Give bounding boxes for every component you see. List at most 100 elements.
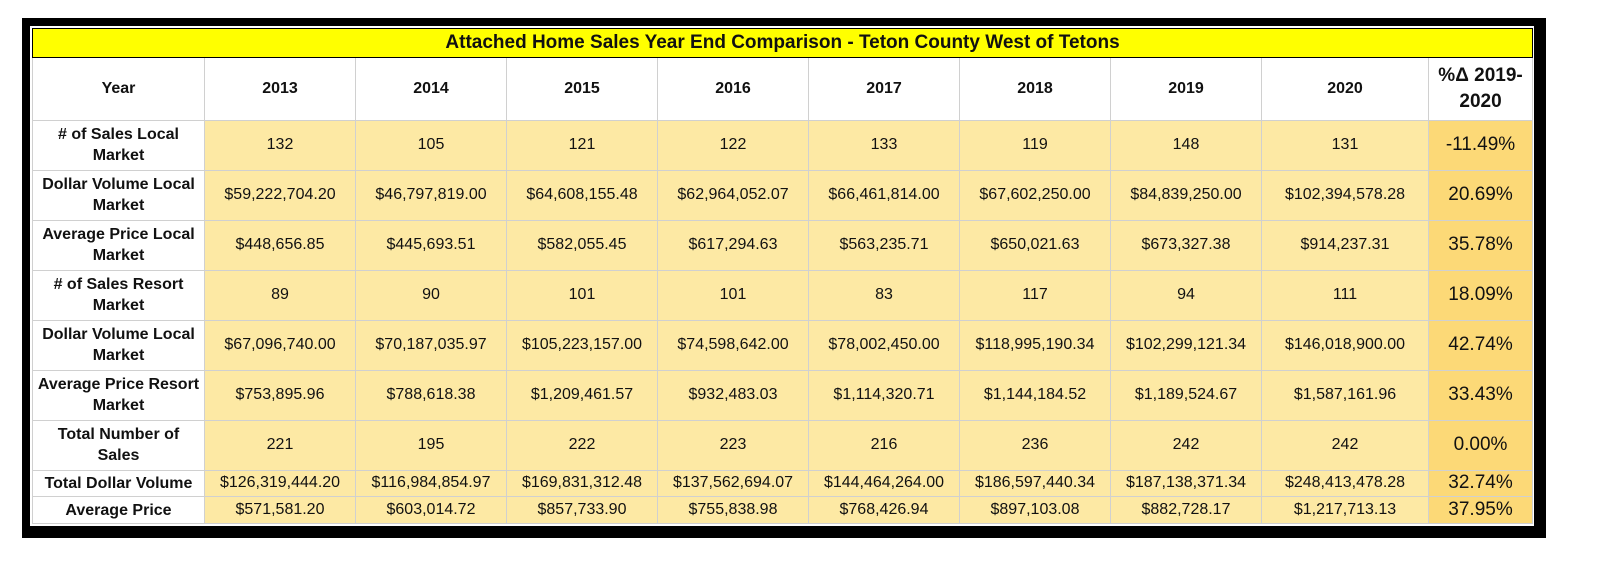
value-cell: 236 <box>959 419 1111 471</box>
value-cell: $74,598,642.00 <box>657 319 809 371</box>
table-frame: Attached Home Sales Year End Comparison … <box>22 18 1546 538</box>
header-year: 2013 <box>204 57 356 121</box>
value-cell: $1,189,524.67 <box>1110 369 1262 421</box>
change-cell: 32.74% <box>1427 469 1534 498</box>
value-cell: 148 <box>1110 120 1262 171</box>
value-cell: $882,728.17 <box>1110 496 1262 524</box>
value-cell: 117 <box>959 269 1111 321</box>
value-cell: $445,693.51 <box>355 219 507 271</box>
value-cell: $102,299,121.34 <box>1110 319 1262 371</box>
value-cell: 242 <box>1261 419 1429 471</box>
value-cell: 122 <box>657 120 809 171</box>
row-label: # of Sales Resort Market <box>32 269 205 321</box>
row-label: Dollar Volume Local Market <box>32 319 205 371</box>
value-cell: $105,223,157.00 <box>506 319 658 371</box>
value-cell: 119 <box>959 120 1111 171</box>
value-cell: $66,461,814.00 <box>808 169 960 221</box>
value-cell: $126,319,444.20 <box>204 469 356 498</box>
value-cell: $59,222,704.20 <box>204 169 356 221</box>
header-year: 2014 <box>355 57 507 121</box>
change-cell: 37.95% <box>1427 496 1534 524</box>
value-cell: $137,562,694.07 <box>657 469 809 498</box>
change-cell: 42.74% <box>1427 319 1534 371</box>
change-cell: 20.69% <box>1427 169 1534 221</box>
header-change: %Δ 2019-2020 <box>1427 57 1534 121</box>
value-cell: $932,483.03 <box>657 369 809 421</box>
header-year: 2016 <box>657 57 809 121</box>
value-cell: $788,618.38 <box>355 369 507 421</box>
value-cell: 131 <box>1261 120 1429 171</box>
change-cell: 18.09% <box>1427 269 1534 321</box>
data-row: Average Price $571,581.20 $603,014.72 $857,… <box>32 496 1534 524</box>
value-cell: $1,217,713.13 <box>1261 496 1429 524</box>
value-cell: 132 <box>204 120 356 171</box>
value-cell: $755,838.98 <box>657 496 809 524</box>
value-cell: 94 <box>1110 269 1262 321</box>
value-cell: $563,235.71 <box>808 219 960 271</box>
value-cell: 222 <box>506 419 658 471</box>
value-cell: $118,995,190.34 <box>959 319 1111 371</box>
value-cell: 216 <box>808 419 960 471</box>
value-cell: $102,394,578.28 <box>1261 169 1429 221</box>
data-row: Average Price Resort Market $753,895.96 $7… <box>32 369 1534 421</box>
value-cell: $571,581.20 <box>204 496 356 524</box>
value-cell: $116,984,854.97 <box>355 469 507 498</box>
value-cell: 221 <box>204 419 356 471</box>
value-cell: 133 <box>808 120 960 171</box>
header-year: 2017 <box>808 57 960 121</box>
value-cell: 121 <box>506 120 658 171</box>
value-cell: $448,656.85 <box>204 219 356 271</box>
data-row: # of Sales Resort Market 89 90 101 101 83 117 9… <box>32 269 1534 321</box>
value-cell: $582,055.45 <box>506 219 658 271</box>
value-cell: 90 <box>355 269 507 321</box>
value-cell: $67,096,740.00 <box>204 319 356 371</box>
data-row: Total Dollar Volume $126,319,444.20 $116,9… <box>32 469 1534 498</box>
value-cell: 105 <box>355 120 507 171</box>
data-row: Total Number of Sales 221 195 222 223 216 236 2… <box>32 419 1534 471</box>
value-cell: 83 <box>808 269 960 321</box>
row-label: Average Price Local Market <box>32 219 205 271</box>
row-label: Average Price Resort Market <box>32 369 205 421</box>
value-cell: $169,831,312.48 <box>506 469 658 498</box>
value-cell: 101 <box>657 269 809 321</box>
value-cell: $1,114,320.71 <box>808 369 960 421</box>
header-year: 2015 <box>506 57 658 121</box>
table-body: Attached Home Sales Year End Comparison … <box>31 28 1534 524</box>
value-cell: $64,608,155.48 <box>506 169 658 221</box>
value-cell: $617,294.63 <box>657 219 809 271</box>
row-label: Total Dollar Volume <box>32 469 205 498</box>
comparison-table: Attached Home Sales Year End Comparison … <box>31 28 1534 524</box>
value-cell: $1,587,161.96 <box>1261 369 1429 421</box>
change-cell: 33.43% <box>1427 369 1534 421</box>
change-cell: 35.78% <box>1427 219 1534 271</box>
change-cell: 0.00% <box>1427 419 1534 471</box>
row-label: Total Number of Sales <box>32 419 205 471</box>
table-title: Attached Home Sales Year End Comparison … <box>31 28 1534 58</box>
change-cell: -11.49% <box>1427 120 1534 171</box>
value-cell: $187,138,371.34 <box>1110 469 1262 498</box>
value-cell: $914,237.31 <box>1261 219 1429 271</box>
value-cell: $768,426.94 <box>808 496 960 524</box>
value-cell: $144,464,264.00 <box>808 469 960 498</box>
header-year: 2020 <box>1261 57 1429 121</box>
value-cell: $650,021.63 <box>959 219 1111 271</box>
value-cell: $46,797,819.00 <box>355 169 507 221</box>
header-year: 2019 <box>1110 57 1262 121</box>
value-cell: $84,839,250.00 <box>1110 169 1262 221</box>
value-cell: $146,018,900.00 <box>1261 319 1429 371</box>
header-label: Year <box>32 57 205 121</box>
value-cell: $603,014.72 <box>355 496 507 524</box>
data-row: Average Price Local Market $448,656.85 $44… <box>32 219 1534 271</box>
value-cell: 89 <box>204 269 356 321</box>
value-cell: 195 <box>355 419 507 471</box>
value-cell: $1,144,184.52 <box>959 369 1111 421</box>
value-cell: 101 <box>506 269 658 321</box>
value-cell: $897,103.08 <box>959 496 1111 524</box>
value-cell: $857,733.90 <box>506 496 658 524</box>
value-cell: $62,964,052.07 <box>657 169 809 221</box>
data-row: # of Sales Local Market 132 105 121 122 133 11… <box>32 120 1534 171</box>
value-cell: $78,002,450.00 <box>808 319 960 371</box>
row-label: # of Sales Local Market <box>32 120 205 171</box>
title-row: Attached Home Sales Year End Comparison … <box>31 28 1534 58</box>
